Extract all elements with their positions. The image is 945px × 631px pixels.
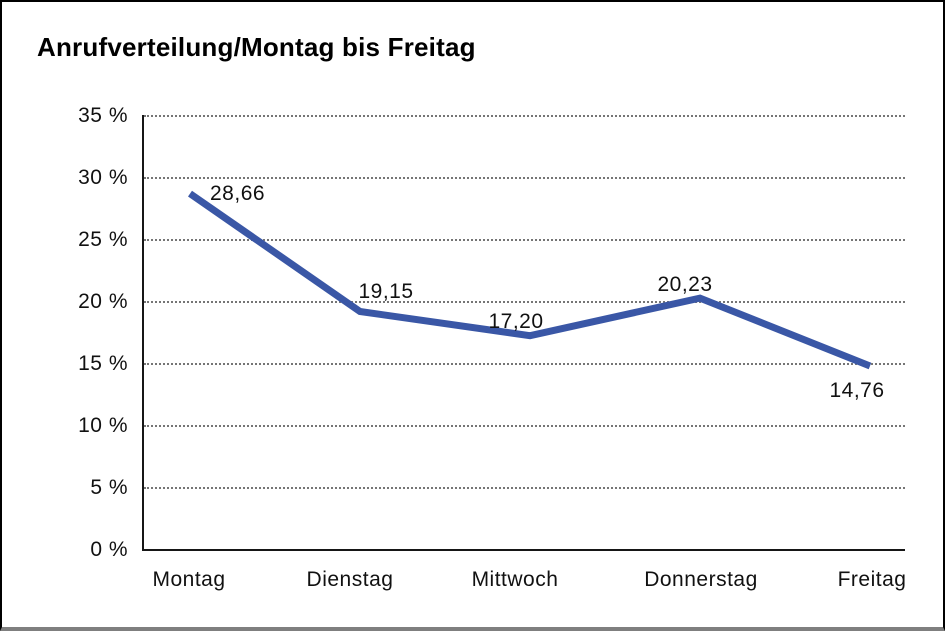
plot-area [144,115,905,549]
data-point-label: 19,15 [358,280,414,303]
x-axis-category-label: Freitag [837,568,907,591]
x-axis-line [142,549,905,551]
data-point-label: 20,23 [657,273,713,296]
y-axis-line [142,115,144,551]
gridline [144,425,905,427]
y-axis-tick-label: 30 % [78,166,128,189]
y-axis-tick-label: 20 % [78,290,128,313]
data-point-label: 28,66 [210,182,266,205]
x-axis-category-label: Montag [152,568,226,591]
series-polyline [188,190,872,370]
y-axis-tick-label: 10 % [78,414,128,437]
gridline [144,363,905,365]
y-axis-tick-label: 35 % [78,104,128,127]
y-axis-tick-label: 25 % [78,228,128,251]
gridline [144,115,905,117]
gridline [144,239,905,241]
x-axis-category-label: Donnerstag [644,568,758,591]
y-axis-tick-label: 5 % [90,476,128,499]
data-point-label: 14,76 [829,379,885,402]
x-axis-category-label: Mittwoch [471,568,559,591]
y-axis-tick-label: 0 % [90,538,128,561]
gridline [144,487,905,489]
gridline [144,301,905,303]
line-series [188,190,872,370]
chart-title: Anrufverteilung/Montag bis Freitag [37,32,476,62]
y-axis-tick-label: 15 % [78,352,128,375]
x-axis-category-label: Dienstag [306,568,394,591]
gridline [144,177,905,179]
data-point-label: 17,20 [488,310,544,333]
